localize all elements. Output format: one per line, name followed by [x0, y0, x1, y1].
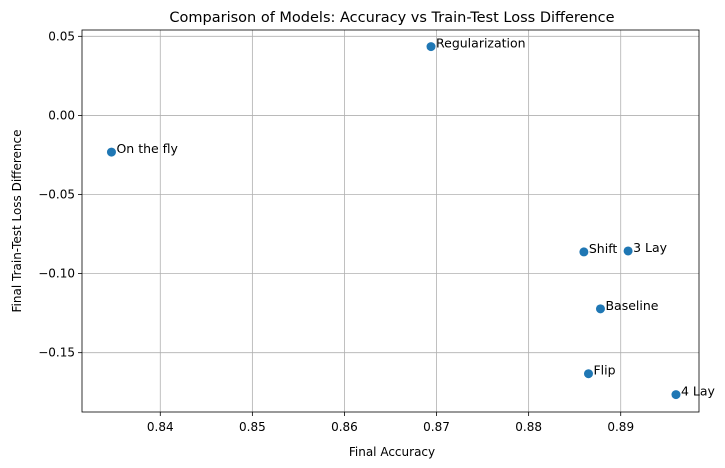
point-label: Regularization — [436, 36, 526, 51]
data-point — [426, 42, 436, 52]
x-tick-label: 0.88 — [515, 420, 542, 434]
x-axis-label: Final Accuracy — [349, 445, 435, 459]
y-tick-label: 0.00 — [48, 108, 75, 122]
y-tick-label: 0.05 — [48, 29, 75, 43]
plot-frame — [81, 29, 700, 413]
point-label: 4 Lay — [681, 384, 716, 399]
x-tick-label: 0.84 — [147, 420, 174, 434]
x-tick-label: 0.87 — [423, 420, 450, 434]
point-label: Shift — [589, 241, 618, 256]
data-point — [106, 147, 116, 157]
y-tick-label: −0.10 — [38, 267, 75, 281]
y-tick-label: −0.15 — [38, 346, 75, 360]
data-point — [623, 246, 633, 256]
point-label: 3 Lay — [633, 240, 668, 255]
y-axis-label: Final Train-Test Loss Difference — [10, 130, 24, 313]
x-tick-label: 0.89 — [607, 420, 634, 434]
data-point — [671, 390, 681, 400]
x-tick-label: 0.86 — [331, 420, 358, 434]
data-points: On the fly Regularization Shift 3 Lay Baseli… — [106, 36, 716, 400]
axis-ticks: 0.84 0.85 0.86 0.87 0.88 0.89 0.05 0.00 −0.05 −0.… — [38, 29, 634, 434]
y-tick-label: −0.05 — [38, 188, 75, 202]
data-point — [583, 369, 593, 379]
grid — [82, 30, 699, 412]
point-label: Baseline — [605, 298, 658, 313]
data-point — [579, 247, 589, 257]
x-tick-label: 0.85 — [239, 420, 266, 434]
point-label: Flip — [593, 363, 615, 378]
point-label: On the fly — [116, 141, 178, 156]
data-point — [595, 304, 605, 314]
chart-title: Comparison of Models: Accuracy vs Train-… — [169, 10, 614, 26]
